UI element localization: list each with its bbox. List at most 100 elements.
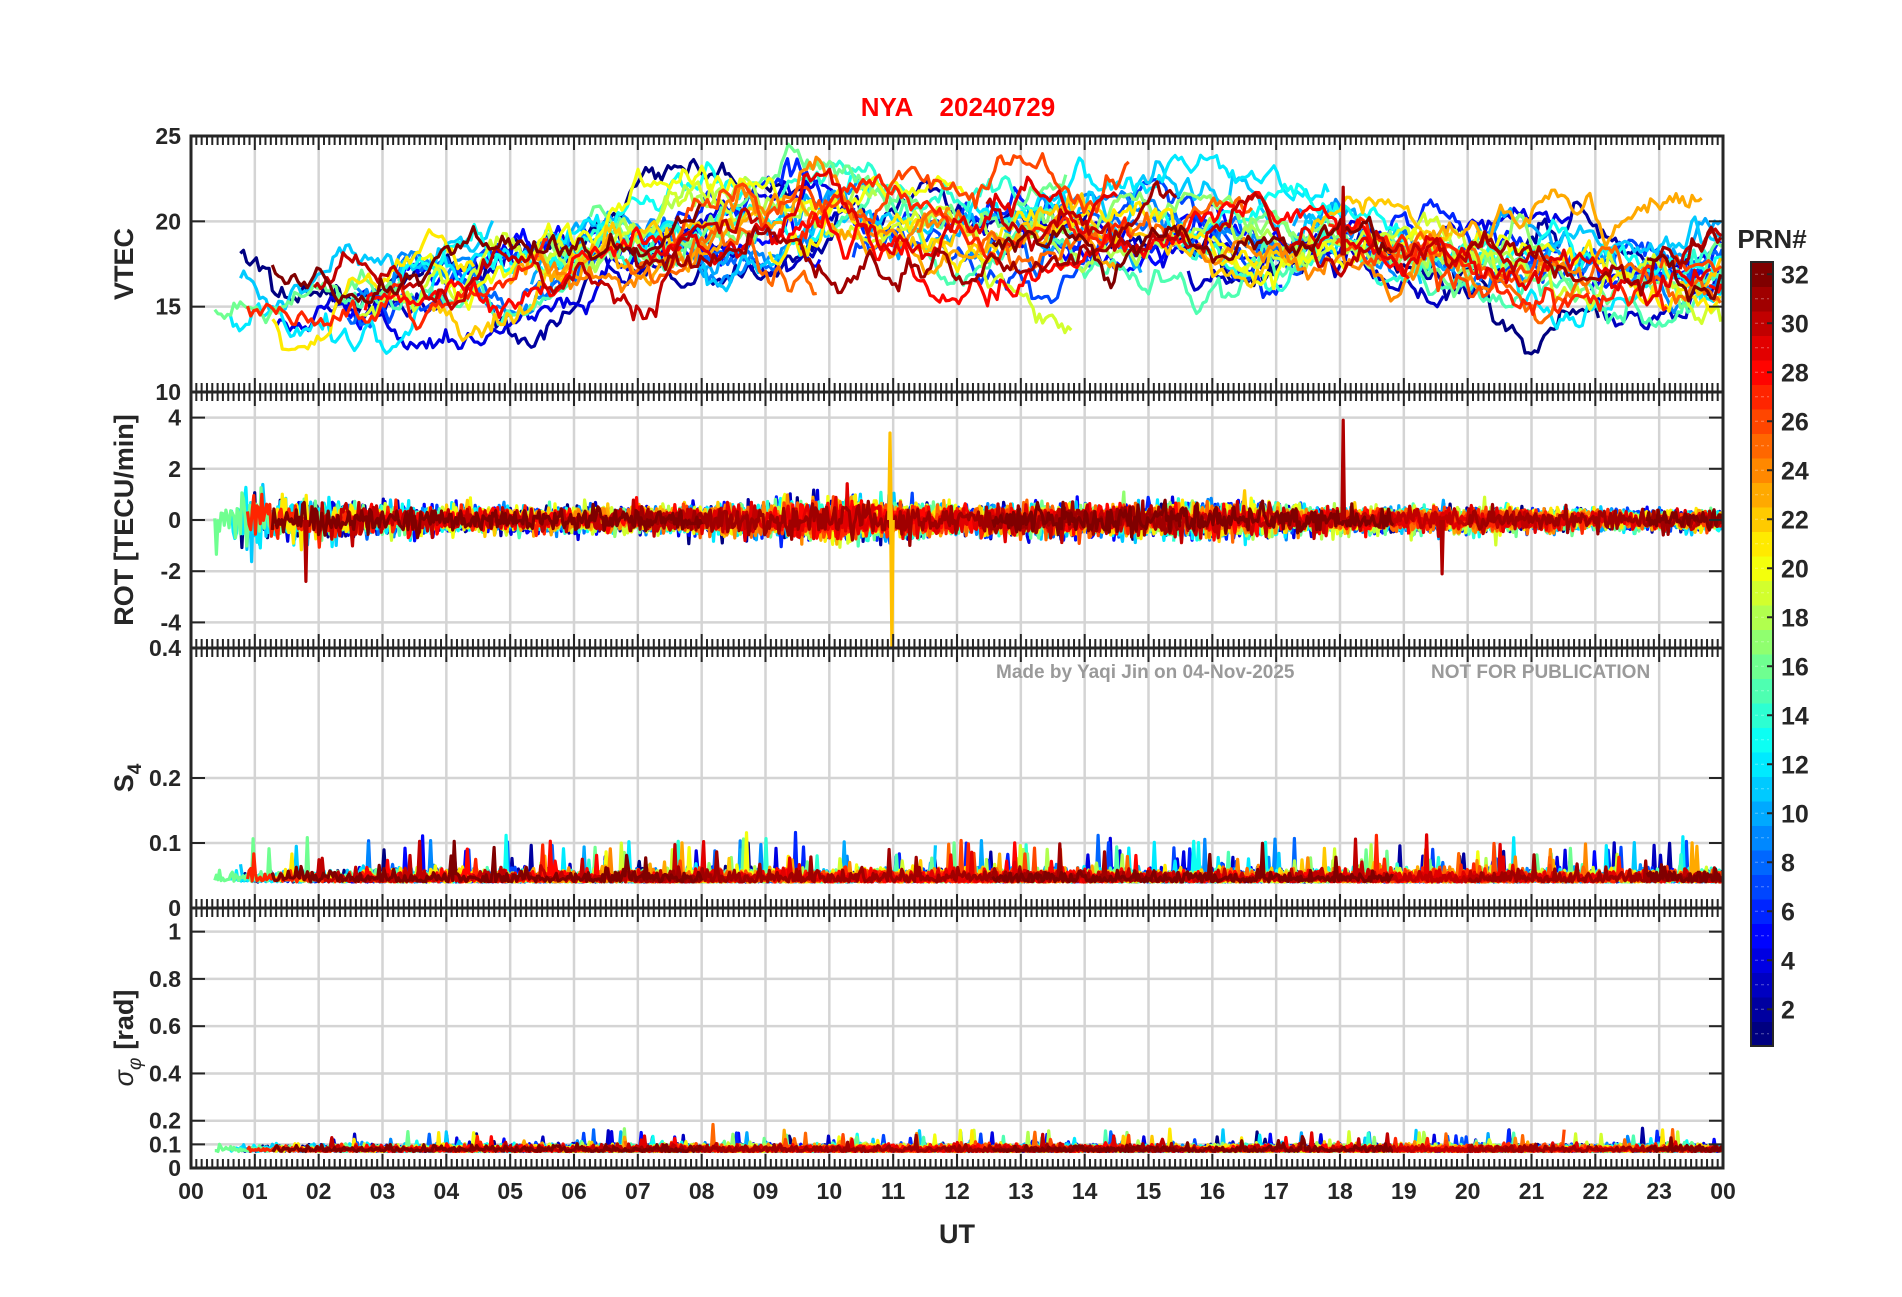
colorbar-segment bbox=[1751, 605, 1773, 630]
x-tick-label: 09 bbox=[753, 1178, 779, 1204]
colorbar-segment bbox=[1751, 752, 1773, 777]
series-line-prn-32 bbox=[270, 839, 704, 884]
colorbar-segment bbox=[1751, 678, 1773, 704]
panel-sigma_phi: 00.10.2 0.4 0.6 0.8 1 σφ[rad] 00 01 02 03 04 05 06 07… bbox=[109, 906, 1736, 1249]
ticks-s4 bbox=[190, 647, 1724, 909]
colorbar-segment bbox=[1751, 335, 1773, 361]
y-tick-label: -4 bbox=[161, 609, 182, 635]
notable-spike bbox=[1340, 418, 1347, 521]
colorbar-tick-label: 14 bbox=[1781, 702, 1809, 730]
y-axis-label: σφ[rad] bbox=[109, 990, 146, 1087]
y-tick-label: 25 bbox=[155, 123, 181, 149]
series-line-prn-30 bbox=[312, 207, 759, 322]
colorbar-tick-label: 22 bbox=[1781, 506, 1809, 534]
series-vtec bbox=[213, 142, 1723, 356]
series-rot bbox=[213, 418, 1723, 648]
series-line-prn-32 bbox=[991, 1134, 1394, 1154]
colorbar-segment bbox=[1751, 948, 1773, 973]
colorbar-tick-label: 30 bbox=[1781, 310, 1809, 338]
y-tick-label: 20 bbox=[155, 208, 181, 234]
x-tick-label: 02 bbox=[306, 1178, 332, 1204]
ticks-vtec bbox=[190, 135, 1724, 393]
y-tick-label: 0.1 bbox=[149, 1131, 181, 1157]
colorbar-segment bbox=[1751, 776, 1773, 802]
colorbar-segment bbox=[1751, 482, 1773, 508]
colorbar-segment bbox=[1751, 262, 1773, 287]
title-station: NYA bbox=[861, 92, 914, 122]
x-tick-label: 13 bbox=[1008, 1178, 1034, 1204]
x-tick-label: 04 bbox=[434, 1178, 460, 1204]
colorbar-tick-label: 10 bbox=[1781, 800, 1809, 828]
colorbar-segment bbox=[1751, 703, 1773, 728]
x-tick-label: 15 bbox=[1136, 1178, 1162, 1204]
x-tick-label: 06 bbox=[561, 1178, 587, 1204]
colorbar-tick-label: 32 bbox=[1781, 261, 1809, 289]
series-line-prn-32 bbox=[991, 841, 1394, 884]
y-axis-label: VTEC bbox=[109, 228, 139, 300]
x-tick-label: 00 bbox=[1710, 1178, 1736, 1204]
x-tick-label: 01 bbox=[242, 1178, 268, 1204]
notable-spike bbox=[1439, 519, 1445, 576]
colorbar-segment bbox=[1751, 556, 1773, 581]
colorbar-segment bbox=[1751, 507, 1773, 532]
series-line-prn-12 bbox=[960, 153, 1330, 225]
y-tick-label: 0.4 bbox=[149, 635, 181, 661]
colorbar-segment bbox=[1751, 286, 1773, 312]
watermark-author: Made by Yaqi Jin on 04-Nov-2025 bbox=[996, 662, 1295, 683]
colorbar-tick-label: 18 bbox=[1781, 604, 1809, 632]
series-line-prn-29 bbox=[1288, 833, 1714, 884]
series-s4 bbox=[213, 830, 1723, 884]
series-line-prn-22 bbox=[1678, 257, 1723, 296]
colorbar-segment bbox=[1751, 825, 1773, 851]
figure-title: NYA 20240729 bbox=[861, 92, 1055, 122]
x-tick-label: 20 bbox=[1455, 1178, 1481, 1204]
series-line-prn-31 bbox=[1467, 225, 1723, 297]
colorbar-tick-label: 2 bbox=[1781, 996, 1795, 1024]
colorbar-segment bbox=[1751, 727, 1773, 753]
x-tick-label: 21 bbox=[1519, 1178, 1545, 1204]
colorbar-segment bbox=[1751, 972, 1773, 998]
colorbar-segment bbox=[1751, 360, 1773, 385]
y-axis-label: ROT [TECU/min] bbox=[109, 414, 139, 625]
colorbar-frame bbox=[1750, 261, 1774, 1047]
colorbar-tick-label: 20 bbox=[1781, 555, 1809, 583]
x-tick-label: 11 bbox=[881, 1178, 906, 1204]
x-tick-label: 22 bbox=[1583, 1178, 1609, 1204]
y-tick-label: 0 bbox=[168, 507, 181, 533]
series-line-prn-21 bbox=[271, 228, 476, 352]
x-tick-label: 14 bbox=[1072, 1178, 1098, 1204]
series-line-prn-32 bbox=[1647, 253, 1723, 303]
y-tick-label: 0 bbox=[168, 1155, 181, 1181]
y-tick-label: 2 bbox=[168, 456, 181, 482]
series-line-prn-32 bbox=[991, 498, 1395, 539]
colorbar-segment bbox=[1751, 409, 1773, 434]
x-tick-label: 00 bbox=[178, 1178, 204, 1204]
colorbar-segment bbox=[1751, 654, 1773, 679]
y-tick-label: 0.2 bbox=[149, 765, 181, 791]
y-axis-label: S4 bbox=[109, 763, 146, 792]
colorbar-segment bbox=[1751, 874, 1773, 900]
colorbar-tick-label: 6 bbox=[1781, 898, 1795, 926]
notable-spike bbox=[889, 519, 895, 648]
panel-rot: -4 -2 0 2 4 ROT [TECU/min] bbox=[109, 390, 1725, 650]
series-line-prn-20 bbox=[420, 164, 966, 311]
series-line-prn-11 bbox=[239, 220, 495, 312]
y-tick-label: 1 bbox=[168, 919, 181, 945]
series-line-prn-11 bbox=[1543, 215, 1722, 262]
x-tick-label: 08 bbox=[689, 1178, 715, 1204]
series-line-prn-23 bbox=[1409, 188, 1703, 276]
x-tick-label: 10 bbox=[817, 1178, 843, 1204]
colorbar-title: PRN# bbox=[1737, 224, 1807, 254]
x-tick-label: 19 bbox=[1391, 1178, 1417, 1204]
colorbar-segment bbox=[1751, 531, 1773, 557]
series-line-prn-32 bbox=[270, 500, 704, 540]
series-line-prn-32 bbox=[1645, 508, 1723, 532]
notable-spike bbox=[887, 431, 893, 521]
series-line-prn-27 bbox=[797, 173, 1133, 266]
y-tick-label: 0.2 bbox=[149, 1108, 181, 1134]
y-tick-label: 0.8 bbox=[149, 966, 181, 992]
y-tick-label: 10 bbox=[155, 379, 181, 405]
